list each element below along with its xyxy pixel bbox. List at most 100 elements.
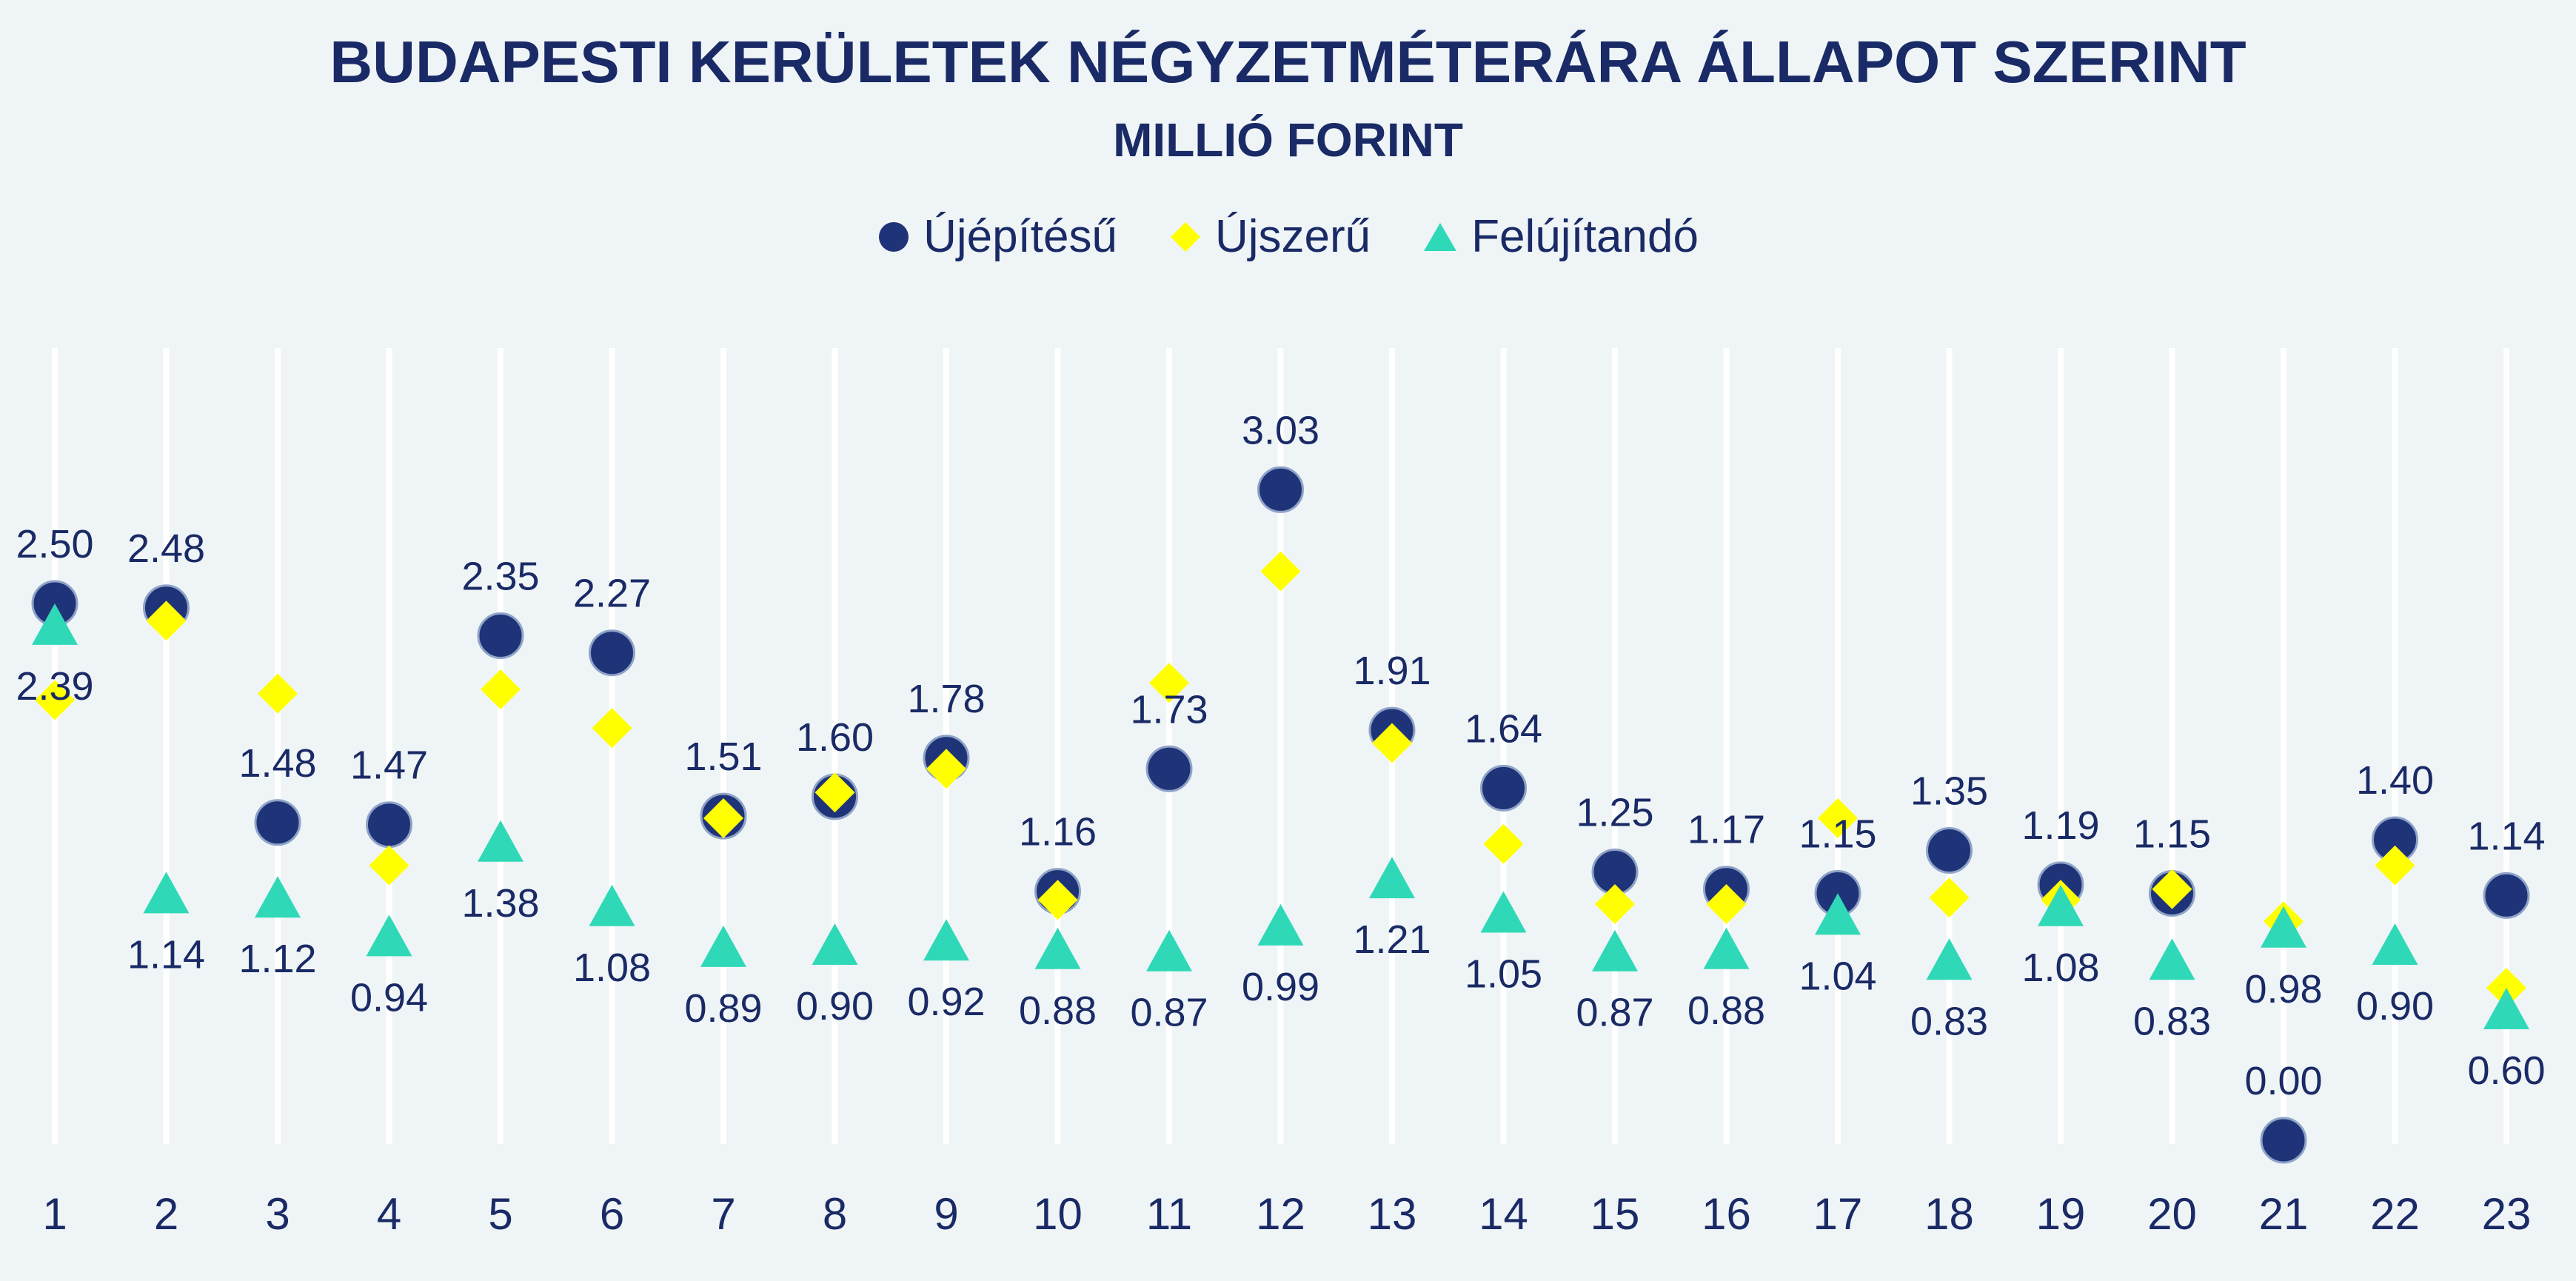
- data-point-ujszeru: [35, 680, 75, 720]
- x-tick-label: 13: [1368, 1189, 1417, 1239]
- x-tick-label: 20: [2147, 1189, 2197, 1239]
- data-label-felujitando: 1.14: [127, 932, 205, 977]
- data-label-felujitando: 1.21: [1353, 917, 1431, 962]
- legend-item-felujitando: Felújítandó: [1422, 210, 1699, 263]
- data-label-ujepitesu: 1.19: [2021, 803, 2099, 848]
- data-label-ujepitesu: 1.35: [1910, 769, 1988, 814]
- data-point-ujszeru: [1818, 798, 1858, 838]
- x-tick-label: 4: [377, 1189, 401, 1239]
- data-label-ujepitesu: 1.15: [1799, 812, 1876, 857]
- data-label-felujitando: 0.90: [796, 984, 874, 1029]
- data-label-felujitando: 1.08: [2021, 946, 2099, 990]
- data-point-ujszeru: [926, 749, 966, 789]
- x-tick-label: 8: [823, 1189, 847, 1239]
- data-point-ujszeru: [1706, 884, 1747, 924]
- legend-item-ujszeru: Újszerű: [1169, 210, 1371, 263]
- data-point-felujitando: [812, 923, 858, 965]
- data-label-felujitando: 0.83: [1910, 999, 1988, 1043]
- data-label-felujitando: 0.87: [1130, 991, 1208, 1035]
- x-tick-label: 6: [600, 1189, 624, 1239]
- data-label-felujitando: 0.88: [1019, 989, 1097, 1033]
- data-point-ujepitesu: [254, 799, 301, 846]
- data-point-felujitando: [2483, 988, 2529, 1029]
- data-label-felujitando: 2.39: [16, 664, 93, 709]
- data-label-felujitando: 0.60: [2467, 1048, 2545, 1093]
- data-label-felujitando: 1.12: [238, 937, 316, 981]
- data-label-ujepitesu: 1.64: [1465, 706, 1542, 751]
- data-label-ujepitesu: 0.00: [2244, 1059, 2322, 1103]
- data-label-felujitando: 1.38: [461, 881, 539, 926]
- data-label-ujepitesu: 1.73: [1130, 687, 1208, 732]
- data-label-felujitando: 0.94: [350, 975, 428, 1020]
- data-label-felujitando: 0.90: [2356, 984, 2434, 1029]
- data-label-felujitando: 1.04: [1799, 954, 1876, 998]
- data-label-ujepitesu: 2.50: [16, 522, 93, 566]
- data-point-ujszeru: [2375, 845, 2415, 886]
- data-point-felujitando: [1815, 893, 1861, 935]
- x-tick-label: 21: [2259, 1189, 2309, 1239]
- data-point-ujepitesu: [366, 801, 412, 849]
- chart-title: BUDAPESTI KERÜLETEK NÉGYZETMÉTERÁRA ÁLLA…: [329, 29, 2247, 95]
- data-point-felujitando: [1369, 857, 1415, 899]
- data-point-ujepitesu: [1145, 745, 1193, 792]
- x-tick-label: 15: [1590, 1189, 1640, 1239]
- data-point-ujszeru: [481, 669, 521, 709]
- data-label-ujepitesu: 1.17: [1687, 808, 1765, 852]
- data-label-felujitando: 0.99: [1242, 965, 1319, 1009]
- data-point-ujepitesu: [2483, 872, 2530, 919]
- data-point-felujitando: [2261, 906, 2306, 948]
- data-point-felujitando: [1592, 929, 1638, 971]
- data-point-ujszeru: [2152, 869, 2192, 909]
- data-point-felujitando: [700, 925, 746, 967]
- data-label-ujepitesu: 1.40: [2356, 758, 2434, 803]
- data-point-felujitando: [1480, 891, 1527, 933]
- legend-diamond-icon: [1171, 221, 1200, 252]
- data-point-felujitando: [1926, 938, 1973, 980]
- data-point-ujszeru: [703, 798, 743, 838]
- data-point-felujitando: [2038, 884, 2084, 926]
- data-point-ujepitesu: [1257, 466, 1304, 513]
- data-point-ujszeru: [369, 845, 409, 886]
- legend-label-felujitando: Felújítandó: [1471, 211, 1699, 262]
- data-point-ujepitesu: [2260, 1117, 2307, 1164]
- data-point-ujszeru: [592, 708, 632, 749]
- x-tick-label: 1: [42, 1189, 67, 1239]
- data-label-ujepitesu: 1.78: [907, 677, 985, 721]
- data-label-ujepitesu: 1.91: [1353, 649, 1431, 693]
- data-label-felujitando: 1.05: [1465, 952, 1542, 997]
- data-label-felujitando: 0.92: [907, 980, 985, 1024]
- data-point-felujitando: [1146, 929, 1192, 971]
- x-tick-label: 18: [1924, 1189, 1974, 1239]
- data-point-ujepitesu: [1926, 827, 1973, 874]
- x-tick-label: 14: [1479, 1189, 1528, 1239]
- data-label-felujitando: 0.83: [2133, 999, 2211, 1043]
- data-point-ujszeru: [1483, 823, 1524, 864]
- data-point-ujszeru: [1595, 884, 1635, 924]
- data-label-ujepitesu: 3.03: [1242, 408, 1319, 452]
- chart-legend: Újépítésű Újszerű Felújítandó: [0, 210, 2576, 263]
- x-tick-label: 19: [2036, 1189, 2086, 1239]
- data-point-ujszeru: [1149, 663, 1189, 703]
- data-point-ujszeru: [146, 601, 187, 641]
- data-point-felujitando: [143, 872, 190, 914]
- data-label-ujepitesu: 1.51: [684, 735, 762, 779]
- data-point-felujitando: [1257, 903, 1304, 946]
- x-tick-label: 5: [488, 1189, 512, 1239]
- legend-label-ujepitesu: Újépítésű: [923, 211, 1117, 262]
- data-label-ujepitesu: 1.15: [2133, 812, 2211, 857]
- x-tick-label: 3: [265, 1189, 290, 1239]
- x-tick-label: 10: [1033, 1189, 1083, 1239]
- x-tick-label: 12: [1256, 1189, 1305, 1239]
- x-tick-label: 9: [934, 1189, 958, 1239]
- data-point-felujitando: [366, 914, 412, 957]
- data-label-ujepitesu: 1.14: [2467, 814, 2545, 858]
- legend-item-ujepitesu: Újépítésű: [877, 210, 1117, 263]
- data-point-ujszeru: [1037, 880, 1078, 920]
- x-tick-label: 11: [1146, 1189, 1192, 1239]
- x-tick-label: 2: [154, 1189, 178, 1239]
- data-point-felujitando: [2149, 938, 2195, 980]
- x-tick-label: 7: [711, 1189, 735, 1239]
- data-point-felujitando: [589, 884, 635, 926]
- legend-label-ujszeru: Újszerű: [1215, 211, 1371, 262]
